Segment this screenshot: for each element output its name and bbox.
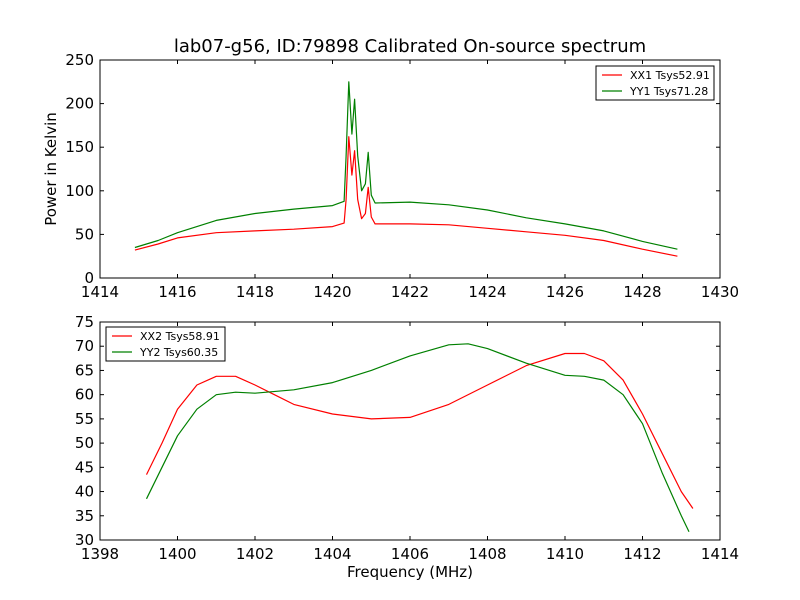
y-tick-label: 100 bbox=[65, 182, 94, 200]
x-tick-label: 1424 bbox=[468, 283, 506, 301]
x-tick-label: 1412 bbox=[623, 545, 661, 563]
legend-box bbox=[105, 326, 226, 362]
x-tick-label: 1410 bbox=[546, 545, 584, 563]
chart-title: lab07-g56, ID:79898 Calibrated On-source… bbox=[174, 36, 646, 57]
x-tick-label: 1430 bbox=[701, 283, 739, 301]
y-tick-label: 65 bbox=[75, 361, 94, 379]
legend-label: YY2 Tsys60.35 bbox=[139, 346, 218, 359]
series-line-xx2 bbox=[145, 352, 694, 509]
y-tick-label: 60 bbox=[75, 386, 94, 404]
x-tick-label: 1414 bbox=[81, 283, 119, 301]
x-tick-label: 1408 bbox=[468, 545, 506, 563]
x-tick-label: 1406 bbox=[391, 545, 429, 563]
y-tick-label: 0 bbox=[84, 269, 94, 287]
x-tick-label: 1426 bbox=[546, 283, 584, 301]
x-tick-label: 1404 bbox=[313, 545, 351, 563]
x-tick-label: 1418 bbox=[236, 283, 274, 301]
y-tick-label: 250 bbox=[65, 51, 94, 69]
x-tick-label: 1416 bbox=[158, 283, 196, 301]
x-axis-label: Frequency (MHz) bbox=[347, 563, 473, 581]
series-line-yy2 bbox=[145, 343, 690, 533]
y-axis-label: Power in Kelvin bbox=[42, 112, 60, 226]
legend-label: XX1 Tsys52.91 bbox=[630, 69, 710, 82]
y-tick-label: 50 bbox=[75, 225, 94, 243]
legend-box bbox=[595, 65, 715, 101]
series-line-xx1 bbox=[134, 136, 678, 257]
y-tick-label: 30 bbox=[75, 531, 94, 549]
y-tick-label: 50 bbox=[75, 434, 94, 452]
y-tick-label: 55 bbox=[75, 410, 94, 428]
x-tick-label: 1398 bbox=[81, 545, 119, 563]
y-tick-label: 35 bbox=[75, 507, 94, 525]
x-tick-label: 1428 bbox=[623, 283, 661, 301]
y-tick-label: 200 bbox=[65, 95, 94, 113]
y-tick-label: 40 bbox=[75, 483, 94, 501]
legend-label: YY1 Tsys71.28 bbox=[629, 85, 708, 98]
series-line-yy1 bbox=[134, 81, 678, 250]
x-tick-label: 1414 bbox=[701, 545, 739, 563]
y-tick-label: 70 bbox=[75, 337, 94, 355]
x-tick-label: 1420 bbox=[313, 283, 351, 301]
y-tick-label: 45 bbox=[75, 458, 94, 476]
x-tick-label: 1422 bbox=[391, 283, 429, 301]
y-tick-label: 150 bbox=[65, 138, 94, 156]
x-tick-label: 1400 bbox=[158, 545, 196, 563]
y-tick-label: 75 bbox=[75, 313, 94, 331]
x-tick-label: 1402 bbox=[236, 545, 274, 563]
legend-label: XX2 Tsys58.91 bbox=[140, 330, 220, 343]
